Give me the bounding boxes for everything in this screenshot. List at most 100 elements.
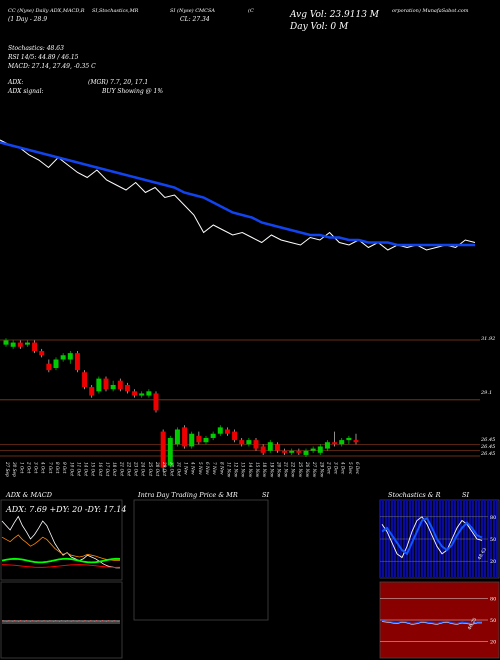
candle-body	[146, 391, 152, 396]
candle-body	[303, 450, 309, 455]
date-label: 25 Nov	[298, 461, 303, 478]
plus-di-line	[1, 534, 120, 561]
macd-panel	[0, 581, 123, 659]
candle-body	[24, 342, 30, 345]
buy-signal: BUY Showing @ 1%	[102, 88, 164, 95]
candle-body	[232, 431, 238, 441]
intraday-panel-title2: SI	[262, 491, 270, 499]
stoch-d-line	[381, 516, 483, 556]
date-label: 16 Oct	[98, 462, 103, 476]
date-label: 23 Oct	[134, 461, 139, 476]
date-label: 31 Oct	[176, 462, 181, 476]
date-label: 4 Dec	[341, 461, 346, 475]
candle-body	[3, 340, 9, 345]
candle-body	[332, 442, 338, 445]
rsi-value: RSI 14/5: 44.89 / 46.15	[8, 54, 79, 61]
rsi-axis-label: 20	[490, 640, 496, 646]
price-line	[0, 139, 476, 251]
intraday-panel-title: Intra Day Trading Price & MR	[138, 491, 238, 499]
candle-body	[39, 351, 45, 356]
date-label: 13 Nov	[241, 462, 246, 478]
header-title-left: CC (Nyse) Daily ADX,MACD,R	[8, 8, 85, 14]
rsi-line	[381, 621, 482, 625]
stoch-k-line	[381, 516, 483, 559]
candle-body	[189, 433, 195, 447]
candle-body	[103, 378, 109, 390]
date-label: 8 Nov	[219, 462, 224, 475]
date-label: 19 Nov	[269, 462, 274, 478]
date-label: 18 Nov	[262, 462, 267, 478]
candle-body	[53, 359, 59, 368]
date-label: 6 Dec	[355, 462, 360, 475]
candle-body	[32, 342, 38, 352]
candle-body	[267, 442, 273, 451]
candle-body	[346, 437, 352, 441]
candle-body	[110, 384, 116, 390]
date-label: 4 Oct	[41, 461, 46, 474]
candle-body	[246, 440, 252, 445]
header-timeframe: (1 Day - 28.9	[8, 16, 48, 23]
date-label: 1 Nov	[184, 462, 189, 475]
date-label: 30 Oct	[169, 462, 174, 476]
candle-body	[46, 363, 52, 371]
candle-body	[182, 427, 188, 447]
date-label: 14 Nov	[248, 462, 253, 478]
date-label: 29 Oct	[162, 461, 167, 476]
adx-panel-title: ADX & MACD	[6, 491, 52, 499]
adx-label: ADX:	[8, 79, 24, 86]
candle-body	[310, 448, 316, 451]
candle-body	[239, 440, 245, 445]
candle-body	[60, 355, 66, 360]
price-label-low1: 26.45	[481, 437, 496, 443]
stoch-panel-title: Stochastics & R	[388, 491, 441, 499]
adx-signal-label: ADX signal:	[8, 88, 44, 95]
date-label: 30 Sep	[12, 462, 17, 477]
date-label: 7 Nov	[212, 462, 217, 475]
date-label: 5 Nov	[198, 462, 203, 475]
candle-body	[74, 353, 80, 371]
candle-body	[167, 437, 173, 466]
date-label: 4 Nov	[191, 461, 196, 475]
date-label: 22 Oct	[126, 461, 131, 476]
ma-line	[0, 141, 475, 247]
date-label: 3 Oct	[34, 462, 39, 474]
stoch-panel-title2: SI	[462, 491, 470, 499]
date-label: 3 Dec	[334, 462, 339, 475]
date-label: 18 Oct	[112, 462, 117, 476]
date-label: 11 Oct	[76, 462, 81, 476]
date-label: 1 Oct	[19, 462, 24, 474]
date-label: 22 Nov	[291, 461, 296, 478]
candle-body	[82, 372, 88, 388]
date-label: 12 Nov	[234, 462, 239, 478]
candle-body	[217, 427, 223, 434]
date-label: 5 Dec	[348, 462, 353, 475]
candle-body	[210, 433, 216, 438]
date-label: 29 Nov	[319, 461, 324, 478]
date-label: 26 Nov	[305, 461, 310, 478]
price-label-top: 31.92	[481, 336, 496, 342]
candle-body	[160, 431, 166, 468]
candle-body	[89, 387, 95, 396]
candle-body	[139, 393, 145, 396]
avg-volume: Avg Vol: 23.9113 M	[290, 10, 379, 20]
date-label: 10 Oct	[69, 462, 74, 476]
date-label: 21 Oct	[119, 461, 124, 476]
candle-body	[96, 378, 102, 392]
candle-body	[124, 384, 130, 392]
date-label: 9 Oct	[62, 462, 67, 474]
date-label: 27 Nov	[312, 461, 317, 478]
date-label: 21 Nov	[284, 461, 289, 478]
header-title-right: orporation) MunafaSabot.com	[392, 8, 469, 14]
rsi-axis-label: 50	[490, 618, 496, 624]
intraday-panel	[133, 499, 269, 621]
date-label: 7 Oct	[48, 462, 53, 474]
candle-body	[274, 444, 280, 451]
header-close: CL: 27.34	[180, 16, 210, 23]
candle-body	[260, 446, 266, 453]
stoch-value-label: 48.63	[477, 547, 489, 561]
candle-body	[224, 429, 230, 434]
stoch-axis-label: 50	[490, 537, 496, 543]
candle-body	[289, 450, 295, 453]
day-volume: Day Vol: 0 M	[290, 22, 349, 32]
